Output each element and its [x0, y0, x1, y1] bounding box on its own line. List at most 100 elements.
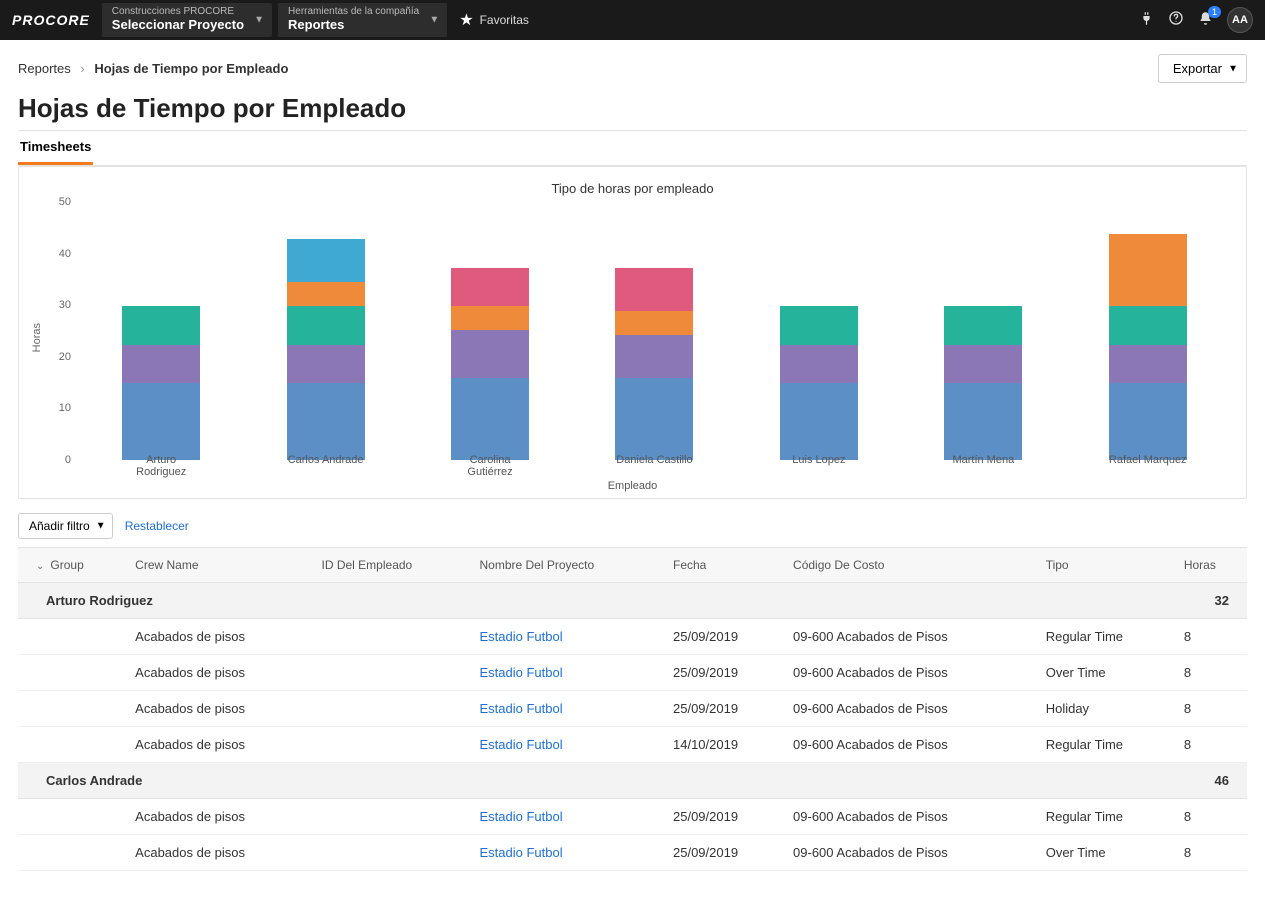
bar-segment [944, 306, 1022, 344]
cell-group [18, 619, 127, 655]
col-project[interactable]: Nombre Del Proyecto [471, 548, 665, 583]
page: Reportes › Hojas de Tiempo por Empleado … [0, 40, 1265, 911]
cell-type: Over Time [1038, 835, 1176, 871]
breadcrumb: Reportes › Hojas de Tiempo por Empleado [18, 61, 288, 76]
bar-column [615, 268, 693, 460]
cell-project[interactable]: Estadio Futbol [471, 727, 665, 763]
add-filter-button[interactable]: Añadir filtro ▼ [18, 513, 113, 539]
bar-stack[interactable] [615, 268, 693, 460]
breadcrumb-root[interactable]: Reportes [18, 61, 71, 76]
bar-segment [122, 306, 200, 344]
export-label: Exportar [1173, 61, 1222, 76]
favorites[interactable]: ★ Favoritas [459, 10, 529, 30]
bar-segment [944, 383, 1022, 460]
bar-stack[interactable] [1109, 234, 1187, 460]
cell-project[interactable]: Estadio Futbol [471, 619, 665, 655]
project-selector[interactable]: Construcciones PROCORE Seleccionar Proye… [102, 3, 272, 37]
cell-project[interactable]: Estadio Futbol [471, 835, 665, 871]
cell-emp-id [314, 691, 472, 727]
table-row: Acabados de pisosEstadio Futbol25/09/201… [18, 619, 1247, 655]
help-icon[interactable] [1168, 10, 1184, 30]
bar-segment [780, 306, 858, 344]
chevron-down-icon: ▼ [254, 15, 264, 26]
col-crew[interactable]: Crew Name [127, 548, 313, 583]
cell-hours: 8 [1176, 655, 1247, 691]
star-icon: ★ [459, 10, 473, 30]
bell-icon[interactable]: 1 [1198, 11, 1213, 30]
bar-column [1109, 234, 1187, 460]
ytick: 30 [59, 299, 71, 311]
col-group[interactable]: ⌄Group [18, 548, 127, 583]
cell-crew: Acabados de pisos [127, 691, 313, 727]
cell-cost: 09-600 Acabados de Pisos [785, 655, 1038, 691]
table-group-row[interactable]: Carlos Andrade46 [18, 763, 1247, 799]
breadcrumb-current: Hojas de Tiempo por Empleado [94, 61, 288, 76]
chart-xlabel: Empleado [29, 480, 1236, 492]
bar-segment [122, 345, 200, 383]
cell-cost: 09-600 Acabados de Pisos [785, 727, 1038, 763]
bar-segment [287, 282, 365, 306]
plug-icon[interactable] [1139, 11, 1154, 30]
bar-stack[interactable] [451, 268, 529, 460]
cell-type: Regular Time [1038, 727, 1176, 763]
col-date[interactable]: Fecha [665, 548, 785, 583]
chevron-down-icon: ▼ [429, 15, 439, 26]
tool-selector[interactable]: Herramientas de la compañía Reportes ▼ [278, 3, 447, 37]
cell-emp-id [314, 655, 472, 691]
group-total: 46 [1176, 763, 1247, 799]
bar-stack[interactable] [780, 306, 858, 460]
bar-segment [451, 330, 529, 378]
bar-stack[interactable] [944, 306, 1022, 460]
topbar: PROCORE Construcciones PROCORE Seleccion… [0, 0, 1265, 40]
cell-emp-id [314, 727, 472, 763]
notification-badge: 1 [1208, 6, 1221, 18]
xlabel: Rafael Marquez [1109, 454, 1187, 478]
table-group-row[interactable]: Arturo Rodriguez32 [18, 583, 1247, 619]
cell-group [18, 655, 127, 691]
cell-project[interactable]: Estadio Futbol [471, 799, 665, 835]
cell-type: Regular Time [1038, 799, 1176, 835]
favorites-label: Favoritas [480, 13, 529, 27]
chevron-down-icon: ⌄ [36, 561, 44, 572]
bar-segment [615, 268, 693, 311]
cell-date: 25/09/2019 [665, 835, 785, 871]
cell-project[interactable]: Estadio Futbol [471, 655, 665, 691]
chart-title: Tipo de horas por empleado [29, 181, 1236, 196]
logo: PROCORE [12, 12, 90, 28]
bar-stack[interactable] [287, 239, 365, 460]
chevron-down-icon: ▼ [96, 521, 106, 532]
export-button[interactable]: Exportar ▼ [1158, 54, 1247, 83]
cell-crew: Acabados de pisos [127, 727, 313, 763]
bar-stack[interactable] [122, 306, 200, 460]
bar-segment [451, 378, 529, 460]
xlabel: Luis Lopez [780, 454, 858, 478]
cell-cost: 09-600 Acabados de Pisos [785, 799, 1038, 835]
cell-emp-id [314, 619, 472, 655]
bar-segment [615, 311, 693, 335]
avatar[interactable]: AA [1227, 7, 1253, 33]
col-hours[interactable]: Horas [1176, 548, 1247, 583]
bar-segment [1109, 345, 1187, 383]
cell-hours: 8 [1176, 727, 1247, 763]
table-header: ⌄Group Crew Name ID Del Empleado Nombre … [18, 548, 1247, 583]
project-selector-small: Construcciones PROCORE [112, 7, 244, 17]
cell-crew: Acabados de pisos [127, 619, 313, 655]
tabs: Timesheets [18, 131, 1247, 166]
cell-project[interactable]: Estadio Futbol [471, 691, 665, 727]
page-title: Hojas de Tiempo por Empleado [18, 93, 1247, 124]
reset-filters-link[interactable]: Restablecer [125, 519, 189, 533]
col-type[interactable]: Tipo [1038, 548, 1176, 583]
tab-timesheets[interactable]: Timesheets [18, 131, 93, 165]
add-filter-label: Añadir filtro [29, 519, 90, 533]
col-emp-id[interactable]: ID Del Empleado [314, 548, 472, 583]
cell-emp-id [314, 799, 472, 835]
cell-cost: 09-600 Acabados de Pisos [785, 835, 1038, 871]
bar-segment [780, 345, 858, 383]
col-cost[interactable]: Código De Costo [785, 548, 1038, 583]
group-total: 32 [1176, 583, 1247, 619]
cell-hours: 8 [1176, 691, 1247, 727]
cell-type: Regular Time [1038, 619, 1176, 655]
xlabel: Arturo Rodriguez [122, 454, 200, 478]
cell-cost: 09-600 Acabados de Pisos [785, 691, 1038, 727]
group-name: Arturo Rodriguez [18, 583, 1176, 619]
